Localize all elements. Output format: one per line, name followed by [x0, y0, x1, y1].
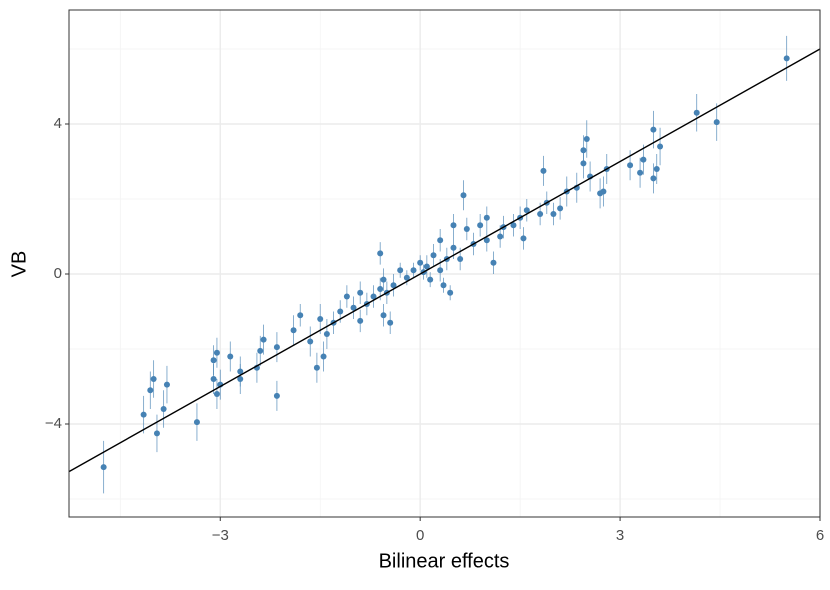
point: [397, 267, 404, 274]
point: [237, 376, 244, 382]
point: [380, 312, 387, 319]
x-tick-label: −3: [212, 527, 229, 544]
point: [483, 214, 490, 221]
point: [307, 338, 314, 345]
point: [537, 211, 544, 217]
y-tick-label: −4: [45, 415, 62, 432]
point: [490, 259, 497, 266]
point: [320, 353, 327, 360]
point: [317, 316, 324, 322]
point: [463, 226, 470, 232]
point: [410, 267, 417, 274]
point: [273, 344, 280, 351]
y-tick-label: 0: [54, 265, 62, 282]
point: [380, 276, 387, 283]
point: [437, 267, 444, 274]
point: [323, 331, 330, 337]
point: [387, 319, 394, 326]
point: [540, 167, 547, 174]
point: [370, 293, 377, 300]
x-axis-title: Bilinear effects: [379, 550, 510, 572]
point: [627, 162, 634, 169]
point: [583, 136, 590, 142]
point: [447, 289, 454, 296]
point: [260, 336, 267, 343]
x-tick-label: 0: [416, 527, 424, 544]
point: [193, 419, 200, 426]
point: [440, 282, 447, 289]
point: [150, 376, 157, 382]
plot-frame: [68, 9, 821, 518]
point: [237, 368, 244, 375]
point: [423, 263, 430, 270]
point: [483, 237, 490, 244]
point: [290, 327, 297, 334]
point: [713, 119, 720, 126]
point: [403, 274, 410, 281]
y-tick-label: 4: [54, 115, 62, 132]
point: [227, 353, 234, 360]
point: [377, 286, 384, 292]
point: [657, 143, 664, 150]
point: [477, 222, 484, 229]
point: [497, 233, 504, 240]
point: [430, 252, 437, 259]
point: [520, 235, 527, 242]
point: [437, 237, 444, 244]
point: [653, 166, 660, 172]
point: [650, 126, 657, 133]
point: [140, 411, 147, 418]
point: [210, 376, 217, 382]
point: [417, 259, 424, 266]
point: [257, 347, 264, 354]
point: [337, 308, 344, 315]
point: [637, 169, 644, 176]
point: [510, 222, 517, 229]
point: [313, 364, 320, 371]
point: [153, 430, 160, 437]
point: [783, 55, 790, 62]
point: [100, 464, 107, 471]
point: [213, 349, 220, 356]
x-tick-label: 6: [816, 527, 824, 544]
point: [450, 244, 457, 251]
point: [550, 211, 557, 217]
point: [357, 317, 364, 324]
point: [213, 391, 220, 397]
point: [357, 289, 364, 296]
point: [650, 175, 657, 182]
point: [377, 250, 384, 257]
point: [163, 381, 170, 388]
point: [693, 109, 700, 116]
point: [460, 192, 467, 199]
point: [147, 387, 154, 394]
point: [350, 304, 357, 311]
point: [343, 293, 350, 300]
point: [450, 222, 457, 229]
point: [580, 147, 587, 154]
reference-line: [68, 48, 821, 473]
point: [427, 276, 434, 283]
point: [297, 312, 304, 319]
y-axis-title: VB: [8, 251, 30, 278]
point: [457, 256, 464, 262]
point: [557, 205, 564, 212]
point: [390, 282, 397, 289]
x-tick-label: 3: [616, 527, 624, 544]
point: [160, 406, 167, 412]
point: [640, 156, 647, 163]
point: [273, 392, 280, 399]
point: [600, 188, 607, 195]
point: [210, 357, 217, 364]
point: [580, 160, 587, 167]
point: [523, 207, 530, 214]
